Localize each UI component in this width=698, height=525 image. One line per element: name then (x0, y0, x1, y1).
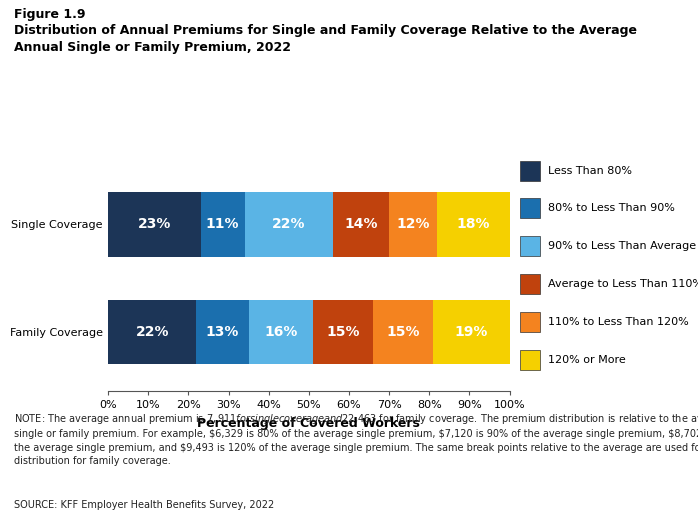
Text: Distribution of Annual Premiums for Single and Family Coverage Relative to the A: Distribution of Annual Premiums for Sing… (14, 24, 637, 54)
Text: 16%: 16% (264, 325, 297, 339)
Bar (313, 300, 373, 364)
Bar (248, 300, 313, 364)
Bar (373, 300, 433, 364)
Text: Figure 1.9: Figure 1.9 (14, 8, 85, 21)
Text: 15%: 15% (387, 325, 420, 339)
Text: 23%: 23% (138, 217, 171, 232)
Bar (108, 300, 197, 364)
Text: 22%: 22% (272, 217, 306, 232)
Text: 15%: 15% (326, 325, 359, 339)
Text: SOURCE: KFF Employer Health Benefits Survey, 2022: SOURCE: KFF Employer Health Benefits Sur… (14, 500, 274, 510)
Text: 80% to Less Than 90%: 80% to Less Than 90% (548, 203, 675, 214)
Text: 90% to Less Than Average: 90% to Less Than Average (548, 241, 696, 251)
Bar (200, 192, 244, 257)
X-axis label: Percentage of Covered Workers: Percentage of Covered Workers (198, 417, 420, 430)
Bar (389, 192, 437, 257)
Bar (108, 192, 200, 257)
Bar (437, 192, 510, 257)
Bar (244, 192, 333, 257)
Bar (197, 300, 248, 364)
Text: 120% or More: 120% or More (548, 354, 625, 365)
Bar (433, 300, 510, 364)
Text: 13%: 13% (206, 325, 239, 339)
Text: 19%: 19% (454, 325, 488, 339)
Text: 14%: 14% (344, 217, 378, 232)
Text: NOTE: The average annual premium is $7,911 for single coverage and $22,463 for f: NOTE: The average annual premium is $7,9… (14, 412, 698, 466)
Bar (333, 192, 389, 257)
Text: 110% to Less Than 120%: 110% to Less Than 120% (548, 317, 689, 327)
Text: 22%: 22% (135, 325, 169, 339)
Text: Less Than 80%: Less Than 80% (548, 165, 632, 176)
Text: 18%: 18% (456, 217, 490, 232)
Text: 12%: 12% (396, 217, 430, 232)
Text: Average to Less Than 110%: Average to Less Than 110% (548, 279, 698, 289)
Text: 11%: 11% (206, 217, 239, 232)
